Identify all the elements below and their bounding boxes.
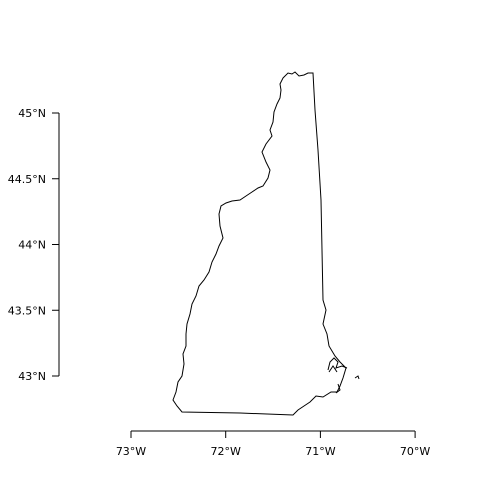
x-tick-label: 71°W xyxy=(305,445,335,458)
coastline-detail xyxy=(327,357,348,394)
y-tick-label: 44°N xyxy=(18,239,46,252)
y-tick-label: 45°N xyxy=(18,107,46,120)
y-tick-label: 43.5°N xyxy=(8,304,46,317)
y-tick-label: 43°N xyxy=(18,370,46,383)
x-tick-label: 70°W xyxy=(400,445,430,458)
y-tick-label: 44.5°N xyxy=(8,173,46,186)
state-outline xyxy=(172,71,347,416)
y-axis: 45°N 44.5°N 44°N 43.5°N 43°N xyxy=(8,107,59,383)
x-tick-label: 72°W xyxy=(211,445,241,458)
x-tick-label: 73°W xyxy=(116,445,146,458)
island xyxy=(354,375,360,380)
x-axis: 73°W 72°W 71°W 70°W xyxy=(116,431,430,458)
